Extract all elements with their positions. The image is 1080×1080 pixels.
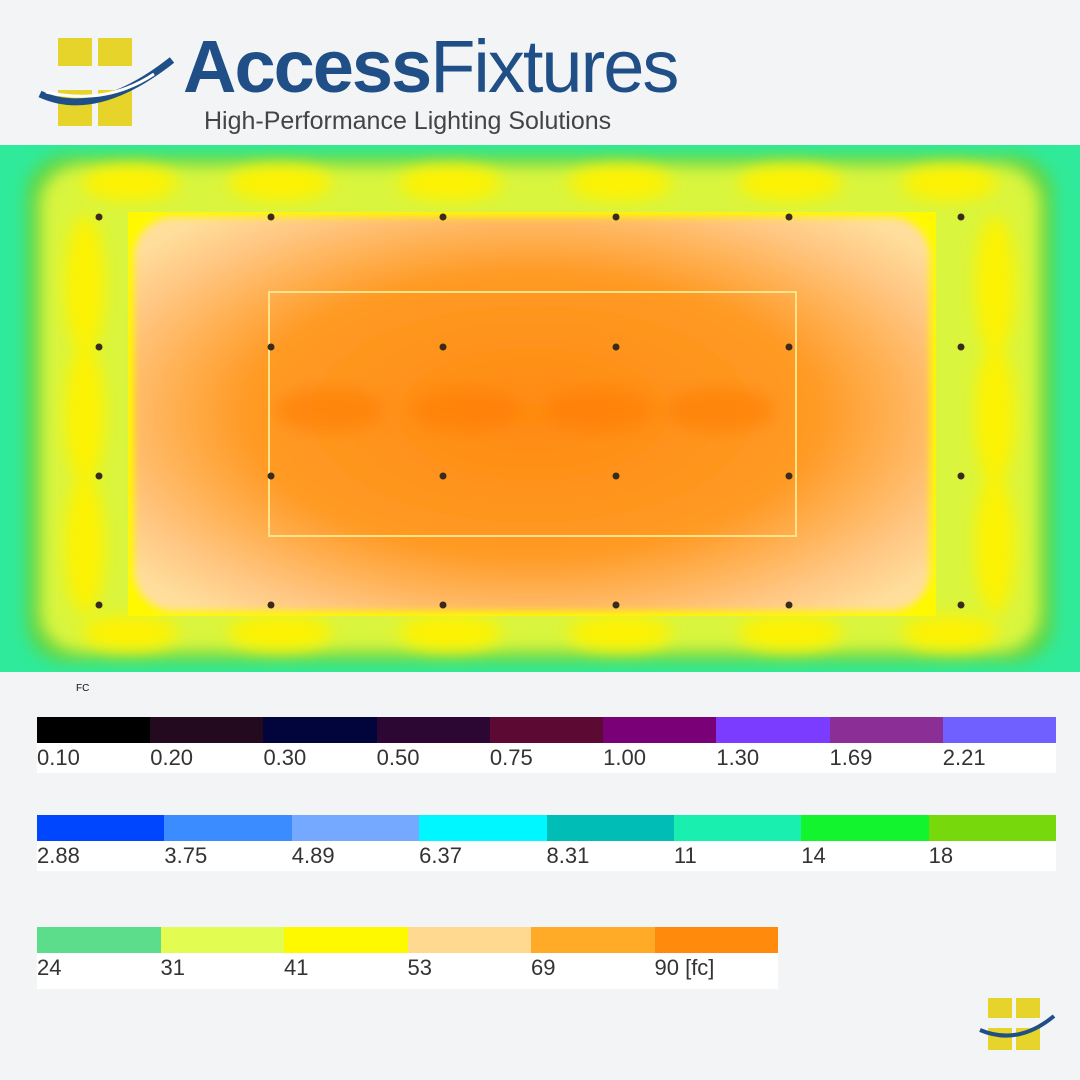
legend-swatch: [376, 717, 490, 743]
legend-swatch: [164, 815, 292, 841]
legend-swatch: [942, 717, 1056, 743]
legend-swatch: [263, 717, 377, 743]
legend-swatch: [291, 815, 420, 841]
header: AccessFixtures High-Performance Lighting…: [0, 0, 1080, 145]
legend-tick-label: 4.89: [291, 843, 335, 868]
illuminance-heatmap: [0, 145, 1080, 672]
legend-swatch: [673, 815, 802, 841]
legend-tick-label: 0.20: [150, 745, 194, 770]
legend-labels: 2.88 3.75 4.89 6.37 8.31 11 14 18: [37, 841, 1056, 871]
legend-tick-label: 18: [928, 843, 954, 868]
legend-tick-label: 24: [37, 955, 62, 980]
legend-swatch: [801, 815, 929, 841]
legend-swatch: [928, 815, 1056, 841]
legend-swatch: [284, 927, 408, 953]
legend-swatch: [37, 927, 161, 953]
brand-name-light: Fixtures: [430, 25, 679, 108]
legend-tick-label: 69: [531, 955, 556, 980]
legend-tick-label: 14: [801, 843, 826, 868]
legend-tick-label: 0.10: [37, 745, 80, 770]
legend-swatch: [160, 927, 284, 953]
legend-tick-label: 0.30: [263, 745, 307, 770]
legend-tick-label: 11: [673, 843, 697, 868]
legend-swatch: [37, 815, 165, 841]
tagline: High-Performance Lighting Solutions: [204, 107, 612, 135]
legend-swatch: [407, 927, 531, 953]
legend-tick-label: 1.30: [716, 745, 760, 770]
legend-scale-row-2: 2.88 3.75 4.89 6.37 8.31 11 14 18: [37, 815, 1056, 871]
legend-swatch: [654, 927, 778, 953]
legend-swatch: [489, 717, 604, 743]
legend-tick-label: 2.88: [37, 843, 80, 868]
brand-name-bold: Access: [183, 25, 432, 108]
legend-labels: 24 31 41 53 69 90 [fc]: [37, 953, 778, 983]
legend-unit-label: FC: [76, 683, 90, 694]
legend-scale-row-1: 0.10 0.20 0.30 0.50 0.75 1.00 1.30 1.69 2.21: [37, 717, 1056, 773]
legend-swatch: [419, 815, 547, 841]
legend-tick-label: 3.75: [164, 843, 208, 868]
legend-swatch: [603, 717, 717, 743]
legend-tick-label: 90 [fc]: [654, 955, 715, 980]
legend-labels: 0.10 0.20 0.30 0.50 0.75 1.00 1.30 1.69 2.21: [37, 743, 1056, 773]
legend-tick-label: 6.37: [419, 843, 462, 868]
legend-tick-label: 1.00: [603, 745, 646, 770]
legend-swatch: [546, 815, 674, 841]
legend-swatch: [829, 717, 943, 743]
heatmap-inner-area-outline: [268, 291, 797, 537]
fixture-markers: [95, 213, 965, 609]
legend-tick-label: 31: [160, 955, 185, 980]
legend-scale-row-3: 24 31 41 53 69 90 [fc]: [37, 927, 778, 989]
legend-tick-label: 41: [284, 955, 309, 980]
access-fixtures-logo-icon: [38, 38, 175, 126]
legend-tick-label: 8.31: [546, 843, 590, 868]
legend-tick-label: 53: [407, 955, 432, 980]
legend-swatch: [150, 717, 264, 743]
legend-swatch: [531, 927, 655, 953]
legend-tick-label: 0.75: [489, 745, 533, 770]
brand-name: AccessFixtures: [183, 22, 679, 112]
legend-tick-label: 2.21: [942, 745, 986, 770]
legend-tick-label: 0.50: [376, 745, 420, 770]
legend-swatches: [37, 927, 778, 953]
legend-swatch: [716, 717, 830, 743]
legend-swatch: [37, 717, 151, 743]
legend-swatches: [37, 717, 1056, 743]
corner-logo-icon: [979, 998, 1056, 1050]
legend-tick-label: 1.69: [829, 745, 873, 770]
legend-swatches: [37, 815, 1056, 841]
